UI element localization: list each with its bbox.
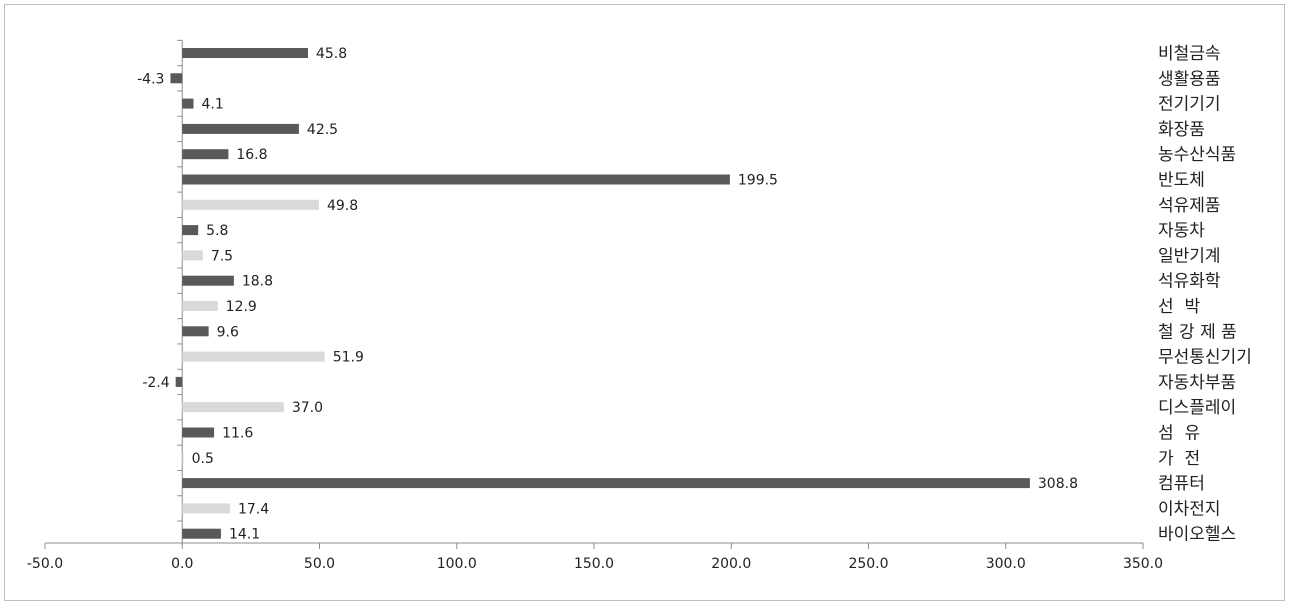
category-label: 석유화학 bbox=[1158, 272, 1221, 292]
category-label: 반도체 bbox=[1158, 171, 1205, 191]
x-tick-label: 50.0 bbox=[304, 556, 335, 572]
x-tick-label: 350.0 bbox=[1123, 556, 1163, 572]
category-label: 컴퓨터 bbox=[1158, 474, 1205, 494]
data-label: 0.5 bbox=[192, 451, 214, 467]
bars bbox=[170, 48, 1030, 539]
bar bbox=[182, 478, 1030, 489]
category-labels: 비철금속생활용품전기기기화장품농수산식품반도체석유제품자동차일반기계석유화학선 … bbox=[1158, 44, 1252, 545]
data-label: 7.5 bbox=[211, 248, 233, 264]
x-tick-label: 0.0 bbox=[171, 556, 193, 572]
category-label: 자동차 bbox=[1158, 221, 1205, 241]
category-label: 비철금속 bbox=[1158, 44, 1221, 64]
data-labels: 45.8 -4.3 4.1 42.5 16.8 199.5 49.8 5.8 7.5 18.8 12… bbox=[137, 46, 1078, 543]
category-label: 가 전 bbox=[1158, 449, 1200, 469]
data-label: 199.5 bbox=[738, 173, 778, 189]
data-label: -2.4 bbox=[142, 375, 169, 391]
bar bbox=[182, 250, 203, 261]
x-tick-label: 250.0 bbox=[848, 556, 888, 572]
data-label: 12.9 bbox=[226, 299, 257, 315]
category-label: 디스플레이 bbox=[1158, 398, 1236, 418]
x-tick-label: 300.0 bbox=[986, 556, 1026, 572]
category-label: 석유제품 bbox=[1158, 196, 1221, 216]
data-label: 16.8 bbox=[236, 147, 267, 163]
x-tick-label: 100.0 bbox=[437, 556, 477, 572]
category-label: 바이오헬스 bbox=[1158, 525, 1236, 545]
bar bbox=[182, 149, 229, 160]
bar bbox=[170, 73, 183, 84]
category-label: 농수산식품 bbox=[1158, 145, 1236, 165]
bar bbox=[175, 376, 183, 387]
category-label: 전기기기 bbox=[1158, 95, 1221, 115]
category-label: 섬 유 bbox=[1158, 424, 1200, 444]
data-label: 5.8 bbox=[206, 223, 228, 239]
bar bbox=[182, 275, 234, 286]
bar bbox=[182, 528, 221, 539]
data-label: 37.0 bbox=[292, 400, 323, 416]
category-label: 철 강 제 품 bbox=[1158, 322, 1237, 342]
category-label: 생활용품 bbox=[1158, 69, 1221, 89]
bar bbox=[182, 225, 199, 236]
data-label: 308.8 bbox=[1038, 476, 1078, 492]
bar bbox=[182, 326, 209, 337]
x-tick-label: 200.0 bbox=[711, 556, 751, 572]
data-label: 4.1 bbox=[202, 97, 224, 113]
bar bbox=[182, 48, 308, 58]
bar bbox=[182, 452, 184, 463]
bar bbox=[182, 199, 319, 210]
category-label: 일반기계 bbox=[1158, 246, 1221, 266]
bar bbox=[182, 503, 231, 514]
bar bbox=[182, 402, 284, 413]
bar bbox=[182, 98, 194, 109]
data-label: 11.6 bbox=[222, 426, 253, 442]
category-label: 무선통신기기 bbox=[1158, 348, 1252, 368]
bar bbox=[182, 427, 215, 438]
data-label: 17.4 bbox=[238, 501, 269, 517]
data-label: -4.3 bbox=[137, 71, 164, 87]
data-label: 42.5 bbox=[307, 122, 338, 138]
data-label: 51.9 bbox=[333, 350, 364, 366]
data-label: 18.8 bbox=[242, 274, 273, 290]
bar bbox=[182, 174, 730, 185]
category-label: 화장품 bbox=[1158, 120, 1205, 140]
data-label: 49.8 bbox=[327, 198, 358, 214]
x-tick-label: 150.0 bbox=[574, 556, 614, 572]
category-label: 자동차부품 bbox=[1158, 373, 1236, 393]
category-label: 선 박 bbox=[1158, 297, 1200, 317]
data-label: 45.8 bbox=[316, 46, 347, 62]
data-label: 9.6 bbox=[217, 324, 239, 340]
bar bbox=[182, 123, 299, 134]
category-label: 이차전지 bbox=[1158, 499, 1221, 519]
x-tick-label: -50.0 bbox=[27, 556, 63, 572]
bar bbox=[182, 351, 325, 362]
data-label: 14.1 bbox=[229, 527, 260, 543]
bar bbox=[182, 301, 218, 311]
